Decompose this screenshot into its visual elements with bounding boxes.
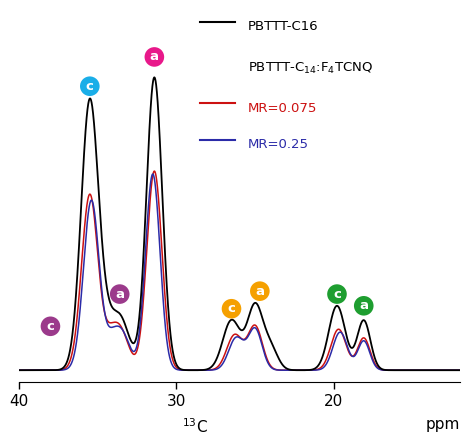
Text: a: a <box>359 299 368 312</box>
Text: c: c <box>46 320 55 333</box>
Text: MR=0.075: MR=0.075 <box>248 102 318 115</box>
Text: c: c <box>86 80 94 93</box>
Text: a: a <box>255 285 264 298</box>
Text: PBTTT-C$_{14}$:F$_4$TCNQ: PBTTT-C$_{14}$:F$_4$TCNQ <box>248 61 374 76</box>
Text: $^{13}$C: $^{13}$C <box>182 417 208 434</box>
Text: c: c <box>333 288 341 301</box>
Text: c: c <box>228 302 236 315</box>
Text: a: a <box>150 50 159 63</box>
Text: PBTTT-C16: PBTTT-C16 <box>248 20 319 33</box>
Text: MR=0.25: MR=0.25 <box>248 138 309 151</box>
Text: a: a <box>115 288 124 301</box>
Text: ppm: ppm <box>425 417 460 432</box>
